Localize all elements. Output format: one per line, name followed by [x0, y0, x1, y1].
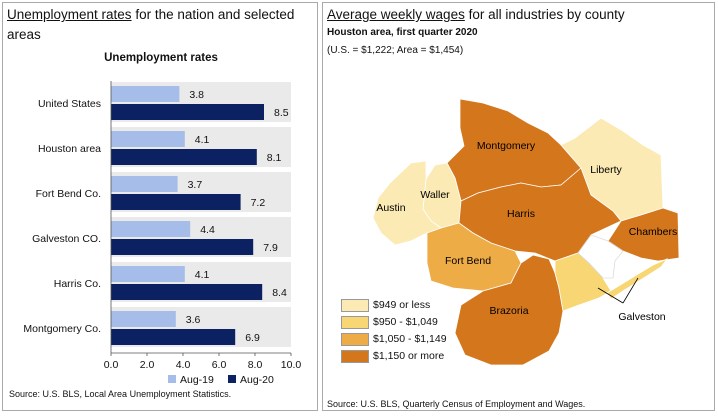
bar — [111, 221, 191, 237]
county-map: Montgomery Liberty Waller Austin Harris … — [372, 98, 680, 366]
data-label: 4.1 — [195, 134, 210, 146]
x-tick-label: 10.0 — [281, 359, 302, 371]
county-label-fort-bend: Fort Bend — [445, 255, 491, 267]
data-label: 3.8 — [189, 89, 204, 101]
x-tick-label: 4.0 — [176, 359, 191, 371]
county-label-brazoria: Brazoria — [489, 305, 528, 317]
county-label-montgomery: Montgomery — [477, 140, 536, 152]
county-austin — [372, 160, 442, 246]
legend-label: Aug-20 — [240, 374, 274, 386]
data-label: 4.1 — [195, 269, 210, 281]
bar — [111, 194, 241, 210]
galveston-bay — [577, 234, 624, 279]
map-subtitle: Houston area, first quarter 2020 — [327, 27, 478, 38]
bar — [111, 176, 178, 192]
bar — [111, 131, 185, 147]
legend-swatch — [168, 375, 176, 383]
county-label-waller: Waller — [420, 189, 450, 201]
category-label: Montgomery Co. — [23, 323, 101, 335]
bar — [111, 284, 263, 300]
county-label-chambers: Chambers — [629, 226, 677, 238]
galveston-pointer-line — [622, 277, 639, 304]
bar — [111, 86, 180, 102]
legend-swatch — [341, 316, 369, 329]
category-label: Harris Co. — [54, 278, 101, 290]
x-tick-label: 0.0 — [104, 359, 119, 371]
data-label: 8.5 — [274, 107, 289, 119]
chart-source: Source: U.S. BLS, Local Area Unemploymen… — [9, 389, 232, 399]
legend-label: $1,150 or more — [373, 350, 445, 362]
data-label: 7.2 — [251, 197, 266, 209]
data-label: 3.6 — [186, 314, 201, 326]
bar — [111, 149, 257, 165]
unemployment-bar-chart: United States 3.8 8.5 Houston area 4.1 8.1 For… — [23, 81, 302, 386]
category-label: Galveston CO. — [32, 233, 101, 245]
x-tick-label: 8.0 — [248, 359, 263, 371]
x-tick-label: 2.0 — [140, 359, 155, 371]
data-label: 7.9 — [263, 242, 278, 254]
bar — [111, 329, 236, 345]
bar — [111, 311, 176, 327]
bar — [111, 266, 185, 282]
data-label: 8.4 — [272, 287, 287, 299]
unemployment-panel-title: Unemployment rates for the nation and se… — [7, 7, 295, 42]
category-label: United States — [38, 98, 101, 110]
legend-swatch — [341, 350, 369, 363]
wages-panel-title: Average weekly wages for all industries … — [327, 7, 625, 22]
map-note: (U.S. = $1,222; Area = $1,454) — [327, 45, 464, 56]
data-label: 4.4 — [200, 224, 215, 236]
unemployment-panel: Unemployment rates for the nation and se… — [2, 2, 318, 411]
bar — [111, 239, 254, 255]
wages-panel: Average weekly wages for all industries … — [322, 2, 715, 411]
legend-label: $949 or less — [373, 299, 431, 311]
legend-swatch — [341, 333, 369, 346]
galveston-pointer-line — [597, 287, 624, 304]
legend-label: $1,050 - $1,149 — [373, 333, 447, 345]
data-label: 8.1 — [267, 152, 282, 164]
category-label: Houston area — [38, 143, 101, 155]
legend-label: $950 - $1,049 — [373, 316, 438, 328]
county-label-liberty: Liberty — [590, 164, 622, 176]
bar — [111, 104, 264, 120]
county-brazoria — [454, 254, 564, 366]
legend-label: Aug-19 — [180, 374, 214, 386]
county-label-austin: Austin — [376, 202, 405, 214]
data-label: 6.9 — [245, 332, 260, 344]
legend-swatch — [341, 299, 369, 312]
county-label-galveston: Galveston — [618, 311, 665, 323]
map-source: Source: U.S. BLS, Quarterly Census of Em… — [327, 399, 586, 409]
x-tick-label: 6.0 — [212, 359, 227, 371]
legend-swatch — [228, 375, 236, 383]
chart-title: Unemployment rates — [104, 52, 218, 64]
county-label-harris: Harris — [507, 208, 535, 220]
category-label: Fort Bend Co. — [36, 188, 101, 200]
data-label: 3.7 — [188, 179, 203, 191]
